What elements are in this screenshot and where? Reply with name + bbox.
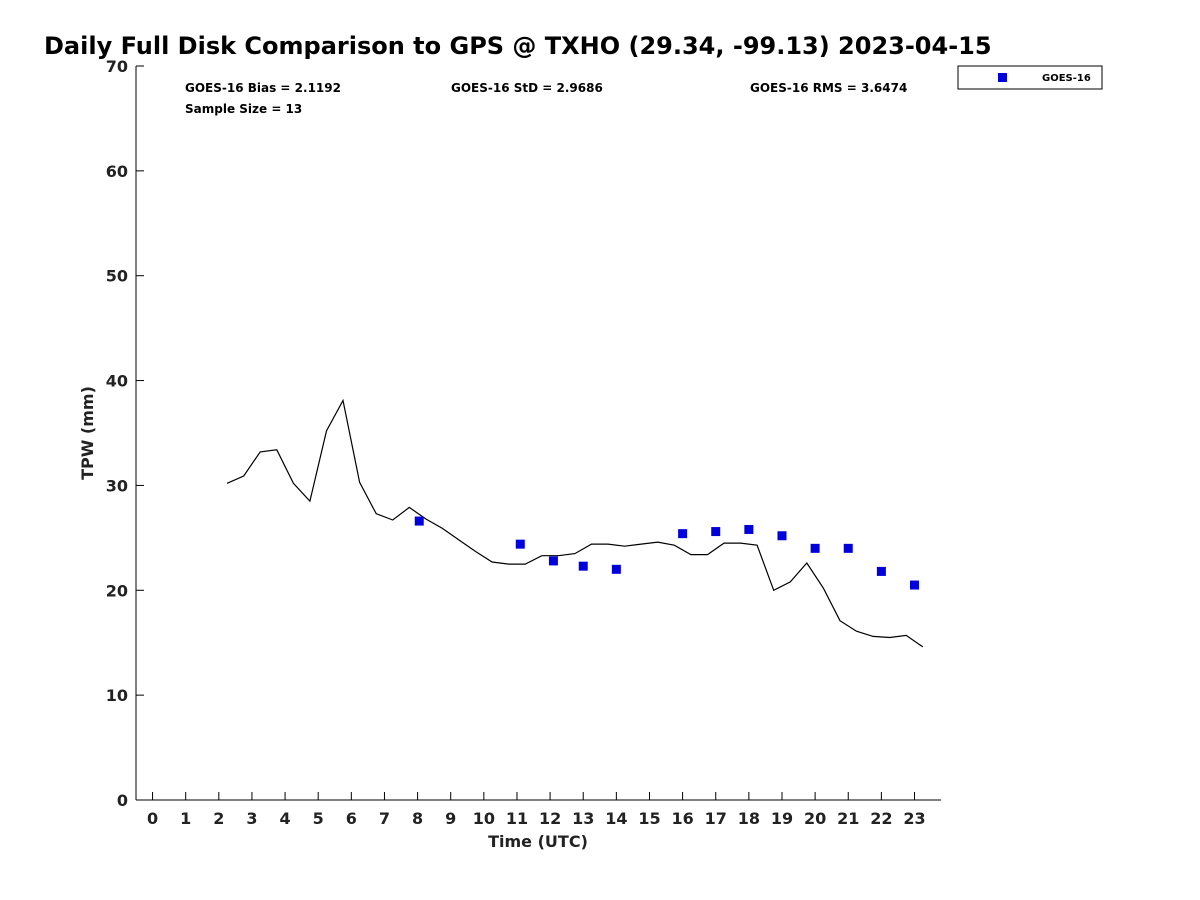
chart-title: Daily Full Disk Comparison to GPS @ TXHO… [44, 32, 992, 60]
x-tick-label: 21 [837, 809, 859, 828]
x-tick-label: 15 [638, 809, 660, 828]
x-tick-label: 0 [147, 809, 158, 828]
legend-marker-goes16 [998, 73, 1007, 82]
goes16-point [515, 539, 525, 549]
x-tick-label: 23 [903, 809, 925, 828]
x-tick-label: 19 [771, 809, 793, 828]
goes16-point [611, 564, 621, 574]
std-annotation: GOES-16 StD = 2.9686 [451, 81, 603, 95]
x-tick-label: 18 [738, 809, 760, 828]
y-tick-label: 60 [106, 162, 128, 181]
series-layer [226, 398, 924, 648]
y-tick-label: 70 [106, 57, 128, 76]
goes16-point [777, 531, 787, 541]
goes16-point [711, 527, 721, 537]
y-tick-label: 0 [117, 791, 128, 810]
x-tick-label: 7 [379, 809, 390, 828]
sample-size-annotation: Sample Size = 13 [185, 102, 302, 116]
x-tick-label: 3 [246, 809, 257, 828]
stats-annotations: GOES-16 Bias = 2.1192 GOES-16 StD = 2.96… [185, 81, 907, 116]
goes16-point [548, 556, 558, 566]
x-tick-label: 9 [445, 809, 456, 828]
x-tick-label: 2 [213, 809, 224, 828]
x-tick-label: 10 [473, 809, 495, 828]
goes16-point [876, 566, 886, 576]
goes16-point [810, 543, 820, 553]
x-tick-label: 4 [280, 809, 291, 828]
x-tick-label: 13 [572, 809, 594, 828]
goes16-point [909, 580, 919, 590]
axes [135, 66, 941, 801]
legend: GOES-16 [957, 65, 1103, 90]
x-ticks: 0 1 2 3 4 5 6 7 8 9 10 11 12 13 14 15 16 17 18 19 20 21 22 23 [147, 792, 926, 828]
legend-label-goes16: GOES-16 [1042, 73, 1091, 84]
x-tick-label: 6 [346, 809, 357, 828]
x-tick-label: 1 [180, 809, 191, 828]
x-tick-label: 12 [539, 809, 561, 828]
y-ticks: 0 10 20 30 40 50 60 70 [106, 57, 144, 810]
x-tick-label: 14 [605, 809, 627, 828]
x-tick-label: 11 [506, 809, 528, 828]
y-tick-label: 50 [106, 267, 128, 286]
y-axis-label: TPW (mm) [78, 386, 97, 480]
y-tick-label: 40 [106, 372, 128, 391]
x-tick-label: 5 [313, 809, 324, 828]
bias-annotation: GOES-16 Bias = 2.1192 [185, 81, 341, 95]
gps-tpw-line [226, 398, 924, 648]
goes16-point [414, 516, 424, 526]
y-tick-label: 10 [106, 686, 128, 705]
goes16-point [578, 561, 588, 571]
rms-annotation: GOES-16 RMS = 3.6474 [750, 81, 907, 95]
x-tick-label: 16 [671, 809, 693, 828]
y-tick-label: 30 [106, 476, 128, 495]
x-tick-label: 17 [705, 809, 727, 828]
x-tick-label: 20 [804, 809, 826, 828]
goes16-point [678, 529, 688, 539]
legend-box [957, 65, 1103, 90]
goes16-point [744, 524, 754, 534]
x-tick-label: 22 [870, 809, 892, 828]
goes16-point [843, 543, 853, 553]
x-axis-label: Time (UTC) [488, 832, 588, 851]
y-tick-label: 20 [106, 581, 128, 600]
x-tick-label: 8 [412, 809, 423, 828]
